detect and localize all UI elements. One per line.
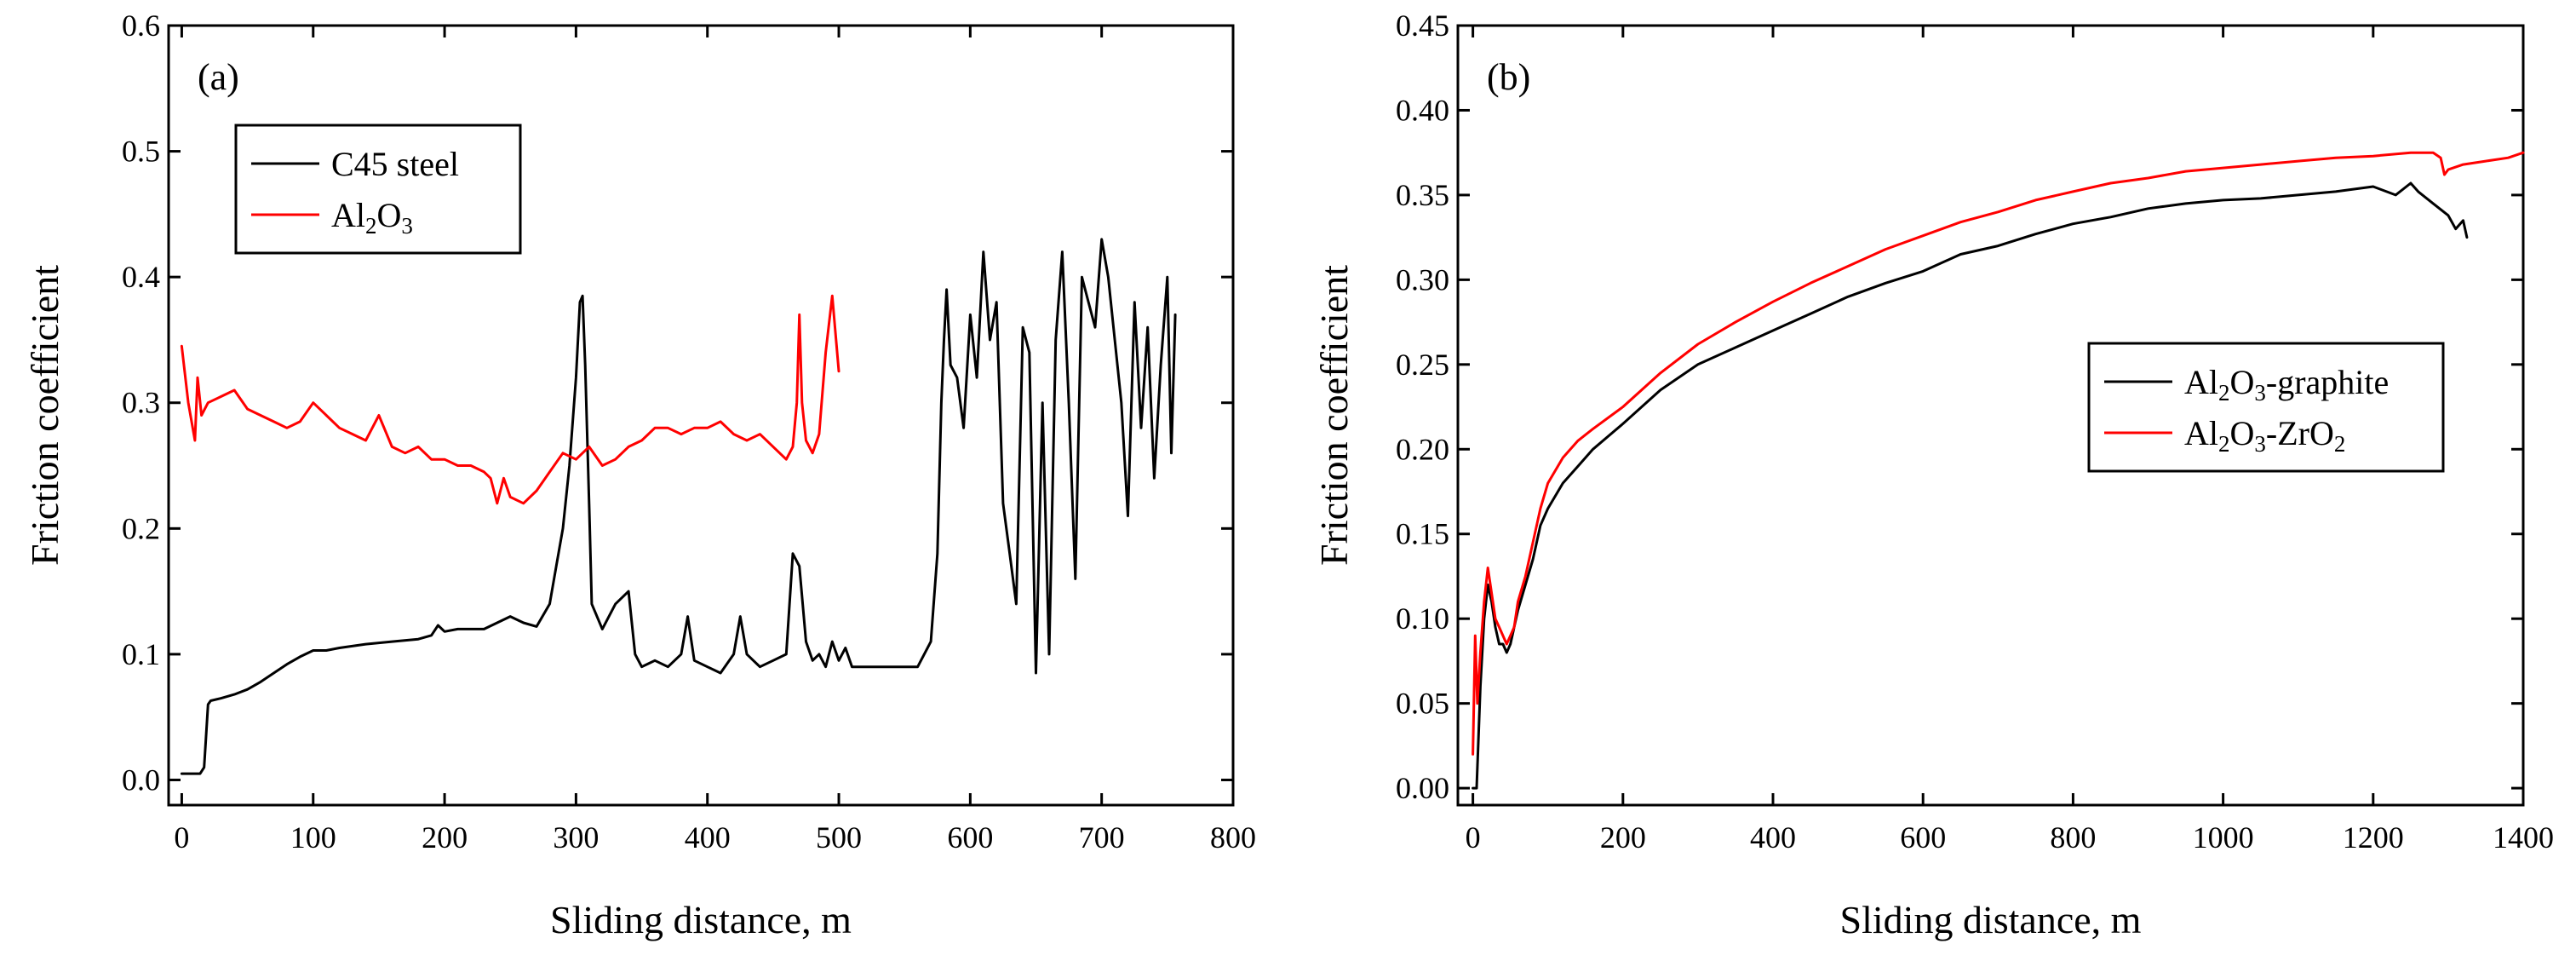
x-axis-title-a: Sliding distance, m [550, 898, 852, 941]
y-tick-label-b: 0.30 [1396, 262, 1449, 296]
legend-label-b-2-part: 2 [2218, 431, 2230, 457]
chart-b: 0 200 400 600 800 1000 1200 1400 0.00 0.05 0.10 0.1… [1312, 9, 2554, 941]
x-tick-label-b: 1400 [2493, 820, 2554, 855]
x-tick-label-a: 300 [553, 820, 599, 855]
y-tick-label-a: 0.5 [122, 135, 160, 169]
legend-label-a-2-part: 2 [365, 213, 377, 239]
x-tick-label-b: 1000 [2193, 820, 2254, 855]
legend-label-b-1: Al2O3-graphite [2184, 363, 2389, 406]
x-tick-label-b: 600 [1900, 820, 1946, 855]
y-tick-label-b: 0.05 [1396, 687, 1449, 721]
y-tick-label-b: 0.00 [1396, 771, 1449, 805]
series-line-b-1 [1472, 181, 2469, 790]
legend-label-b-1-part: Al [2184, 363, 2218, 401]
y-axis-title-b: Friction coefficient [1312, 265, 1356, 566]
legend-label-b-2-part: -ZrO [2266, 414, 2334, 452]
panel-label-b: (b) [1487, 56, 1530, 98]
legend-label-b-2-part: O [2230, 414, 2255, 452]
y-tick-label-b: 0.25 [1396, 348, 1449, 382]
y-tick-label-a: 0.0 [122, 762, 160, 797]
panel-label-a: (a) [198, 56, 239, 98]
legend-label-a-2: Al2O3 [331, 196, 413, 239]
y-tick-label-a: 0.6 [122, 9, 160, 43]
x-tick-label-b: 1200 [2343, 820, 2404, 855]
x-tick-label-a: 800 [1210, 820, 1256, 855]
y-tick-label-a: 0.2 [122, 511, 160, 545]
plot-frame-b [1456, 24, 2525, 807]
y-axis-title-a: Friction coefficient [23, 265, 66, 566]
y-tick-label-b: 0.40 [1396, 93, 1449, 127]
x-tick-label-a: 600 [947, 820, 993, 855]
legend-label-a-1-part: C45 steel [331, 145, 459, 183]
series-line-a-2 [180, 294, 840, 505]
x-axis-title-b: Sliding distance, m [1840, 898, 2142, 941]
legend-label-a-2-part: Al [331, 196, 365, 234]
legend-label-b-2-part: 2 [2334, 431, 2346, 457]
legend-box-a [234, 124, 522, 255]
legend-label-b-2: Al2O3-ZrO2 [2184, 414, 2345, 457]
legend-label-a-2-part: O [377, 196, 402, 234]
legend-label-b-1-part: O [2230, 363, 2255, 401]
series-line-b-2 [1472, 151, 2525, 756]
y-tick-label-a: 0.4 [122, 260, 160, 294]
legend-label-b-2-part: Al [2184, 414, 2218, 452]
plot-frame-a [167, 24, 1235, 807]
x-tick-label-a: 400 [685, 820, 731, 855]
legend-label-b-1-part: 2 [2218, 380, 2230, 406]
x-tick-label-b: 200 [1600, 820, 1646, 855]
x-tick-label-b: 400 [1750, 820, 1796, 855]
x-tick-label-b: 0 [1466, 820, 1481, 855]
chart-a: 0 100 200 300 400 500 600 700 800 0.0 0.1 0.2 0.3 0.4… [23, 9, 1256, 941]
x-tick-label-a: 100 [290, 820, 336, 855]
y-tick-label-b: 0.15 [1396, 517, 1449, 551]
y-tick-label-a: 0.1 [122, 637, 160, 671]
legend-box-b [2087, 342, 2445, 473]
y-tick-label-b: 0.10 [1396, 601, 1449, 636]
legend-label-b-1-part: 3 [2254, 380, 2266, 406]
y-tick-label-a: 0.3 [122, 386, 160, 420]
x-tick-label-a: 500 [816, 820, 862, 855]
x-tick-label-a: 700 [1079, 820, 1125, 855]
legend-label-b-1-part: -graphite [2266, 363, 2389, 401]
legend-label-a-1: C45 steel [331, 145, 459, 183]
legend-label-a-2-part: 3 [401, 213, 413, 239]
y-tick-label-b: 0.20 [1396, 432, 1449, 466]
y-tick-label-b: 0.45 [1396, 9, 1449, 43]
x-tick-label-a: 200 [422, 820, 468, 855]
legend-label-b-2-part: 3 [2254, 431, 2266, 457]
y-tick-label-b: 0.35 [1396, 178, 1449, 212]
series-line-a-1 [180, 238, 1177, 775]
x-tick-label-b: 800 [2050, 820, 2096, 855]
x-tick-label-a: 0 [174, 820, 189, 855]
